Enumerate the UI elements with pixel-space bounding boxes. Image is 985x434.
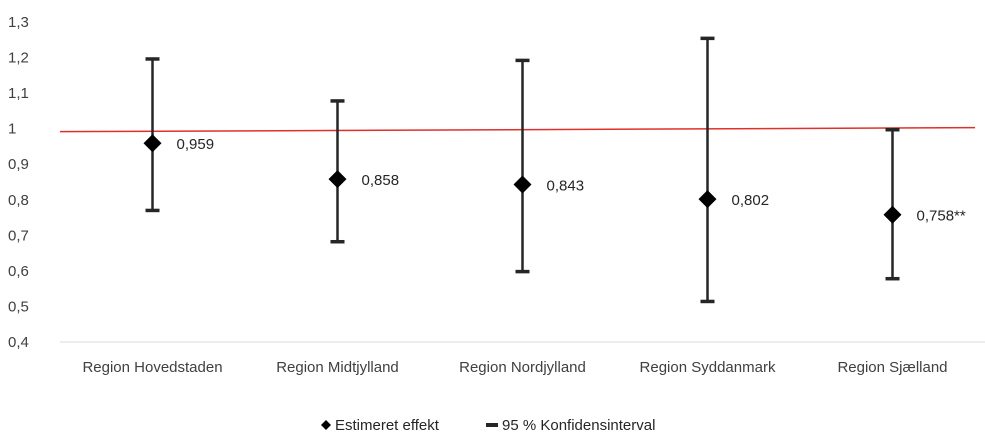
y-tick-label: 0,7: [8, 227, 29, 244]
x-category-label: Region Syddanmark: [640, 359, 776, 376]
x-axis-categories: Region Hovedstaden Region Midtjylland Regi…: [82, 359, 947, 376]
y-axis: 0,4 0,5 0,6 0,7 0,8 0,9 1 1,1 1,2 1,3: [8, 14, 29, 351]
error-bars: [145, 36, 900, 304]
data-label: 0,959: [177, 136, 215, 153]
y-tick-label: 0,6: [8, 263, 29, 280]
x-category-label: Region Nordjylland: [459, 359, 586, 376]
legend: Estimeret effekt 95 % Konfidensinterval: [321, 417, 655, 434]
estimate-marker: [328, 170, 347, 189]
data-label: 0,843: [547, 177, 585, 194]
y-tick-label: 0,5: [8, 298, 29, 315]
y-tick-label: 1,3: [8, 14, 29, 31]
legend-diamond-marker: [321, 420, 331, 430]
x-category-label: Region Sjælland: [837, 359, 947, 376]
estimate-marker: [513, 175, 532, 194]
x-category-label: Region Hovedstaden: [82, 359, 222, 376]
y-tick-label: 1: [8, 121, 16, 138]
y-tick-label: 1,1: [8, 85, 29, 102]
y-tick-label: 0,4: [8, 334, 29, 351]
estimate-points: [143, 134, 902, 224]
y-tick-label: 1,2: [8, 50, 29, 67]
estimate-marker: [143, 134, 162, 153]
data-label: 0,858: [362, 172, 400, 189]
x-category-label: Region Midtjylland: [276, 359, 399, 376]
legend-label-ci: 95 % Konfidensinterval: [502, 417, 655, 434]
y-tick-label: 0,8: [8, 192, 29, 209]
data-labels: 0,959 0,858 0,843 0,802 0,758**: [177, 136, 966, 224]
legend-errorbar-marker: [486, 423, 498, 427]
reference-line: [59, 126, 976, 133]
estimate-marker: [698, 190, 717, 209]
y-tick-label: 0,9: [8, 156, 29, 173]
data-label: 0,802: [732, 192, 770, 209]
legend-label-estimate: Estimeret effekt: [335, 417, 440, 434]
data-label: 0,758**: [917, 208, 966, 225]
estimate-marker: [883, 205, 902, 224]
